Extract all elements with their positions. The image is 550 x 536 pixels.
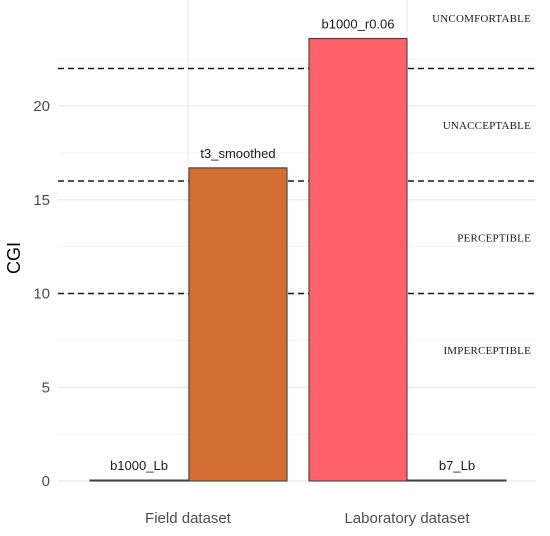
y-tick-label: 5 <box>42 379 50 396</box>
y-tick-label: 20 <box>33 98 50 115</box>
zone-label: IMPERCEPTIBLE <box>443 345 531 357</box>
bar-b1000-r0-06 <box>308 37 408 482</box>
bar-label: b7_Lb <box>439 458 475 473</box>
zone-label: PERCEPTIBLE <box>457 232 531 244</box>
x-axis-ticks: Field dataset Laboratory dataset <box>145 510 470 527</box>
bar-label: t3_smoothed <box>200 146 275 161</box>
zone-labels: UNCOMFORTABLE UNACCEPTABLE PERCEPTIBLE IMPE… <box>432 13 531 357</box>
y-tick-label: 15 <box>33 192 50 209</box>
bar-labels: b1000_Lb t3_smoothed b1000_r0.06 b7_Lb <box>110 17 475 474</box>
y-tick-label: 10 <box>33 286 50 303</box>
y-tick-label: 0 <box>42 473 50 490</box>
bar-b7-lb <box>407 479 507 482</box>
bar-label: b1000_Lb <box>110 458 168 473</box>
x-tick-label: Field dataset <box>145 510 232 527</box>
threshold-lines <box>58 67 536 295</box>
zone-label: UNCOMFORTABLE <box>432 13 531 25</box>
y-axis-title: CGI <box>4 242 24 274</box>
y-axis-ticks: 0 5 10 15 20 <box>33 98 50 490</box>
bar-label: b1000_r0.06 <box>321 17 394 32</box>
bars <box>89 37 507 482</box>
zone-label: UNACCEPTABLE <box>443 120 531 132</box>
bar-b1000-lb <box>89 479 189 482</box>
x-tick-label: Laboratory dataset <box>344 510 470 527</box>
bar-t3-smoothed <box>188 167 288 482</box>
